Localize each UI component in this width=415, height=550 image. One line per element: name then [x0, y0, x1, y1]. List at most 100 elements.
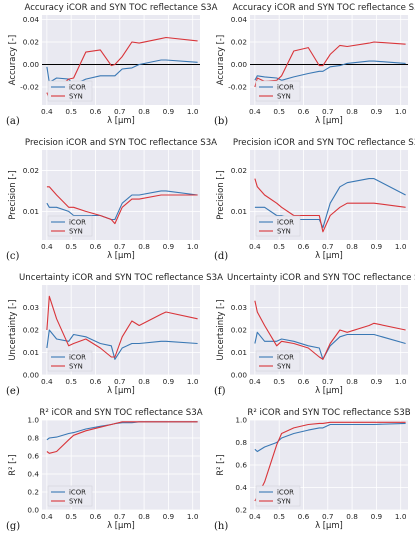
- panel-letter: (g): [6, 521, 20, 532]
- y-tick-label: 0.00: [231, 60, 248, 69]
- x-tick-label: 0.5: [273, 242, 285, 251]
- chart-title: R² iCOR and SYN TOC reflectance S3A: [39, 408, 202, 418]
- x-tick-label: 1.0: [395, 512, 407, 521]
- series-line-icor: [254, 422, 406, 453]
- y-tick-label: -0.02: [228, 83, 247, 92]
- y-axis-label: Accuracy [-]: [215, 35, 225, 85]
- x-axis-label: λ [µm]: [107, 250, 135, 260]
- panel: 0.4 0.5 0.6 0.7 0.8 0.9 1.00.00.20.40.60.81.0R…: [6, 408, 203, 532]
- chart-title: Uncertainty iCOR and SYN TOC reflectance…: [19, 273, 223, 283]
- y-tick-label: 0.02: [231, 38, 247, 47]
- y-tick-label: 0.2: [235, 506, 247, 515]
- x-tick-label: 0.4: [41, 242, 53, 251]
- y-tick-label: 0.00: [23, 371, 40, 380]
- x-tick-label: 0.5: [65, 512, 77, 521]
- x-tick-label: 0.9: [163, 512, 175, 521]
- x-axis-label: λ [µm]: [315, 115, 343, 125]
- series-line-syn: [254, 178, 406, 233]
- x-tick-label: 0.8: [346, 242, 358, 251]
- x-tick-label: 1.0: [187, 512, 199, 521]
- y-axis-label: Precision [-]: [7, 170, 17, 220]
- y-tick-label: 0.01: [23, 207, 39, 216]
- series-line-icor: [254, 331, 406, 360]
- y-axis-label: Accuracy [-]: [7, 35, 17, 85]
- series-line-syn: [46, 295, 198, 358]
- y-tick-label: 0.00: [231, 371, 248, 380]
- series-line-icor: [46, 329, 198, 360]
- panel: 0.4 0.5 0.6 0.7 0.8 0.9 1.0 0.00 0.01 0.02 0.03 Unc…: [214, 273, 415, 397]
- legend-label-syn: SYN: [277, 498, 291, 506]
- panel-letter: (a): [6, 116, 20, 127]
- legend-label-icor: iCOR: [277, 354, 294, 362]
- x-tick-label: 1.0: [187, 242, 199, 251]
- panel-letter: (b): [214, 116, 228, 127]
- y-tick-label: 0.03: [231, 303, 248, 312]
- x-tick-label: 1.0: [395, 107, 407, 116]
- x-tick-label: 0.8: [346, 107, 358, 116]
- legend-label-syn: SYN: [277, 228, 291, 236]
- panel-letter: (h): [214, 521, 228, 532]
- chart-title: Precision iCOR and SYN TOC reflectance S…: [25, 138, 217, 148]
- x-tick-label: 1.0: [187, 377, 199, 386]
- x-tick-label: 0.8: [138, 107, 150, 116]
- y-axis-label: R² [-]: [7, 454, 17, 475]
- x-tick-label: 0.7: [114, 107, 126, 116]
- series-line-syn: [254, 300, 406, 360]
- chart-title: R² iCOR and SYN TOC reflectance S3B: [247, 408, 410, 418]
- chart-title: Precision iCOR and SYN TOC reflectance S…: [233, 138, 415, 148]
- y-tick-label: 0.02: [23, 38, 39, 47]
- chart-title: Accuracy iCOR and SYN TOC reflectance S3…: [24, 3, 217, 13]
- y-tick-label: 1.0: [27, 416, 39, 425]
- panel: 0.4 0.5 0.6 0.7 0.8 0.9 1.0 -0.02 0.00 0.02 0.04 Ac…: [6, 3, 218, 127]
- y-tick-label: 0.01: [23, 348, 39, 357]
- y-tick-label: 0.2: [27, 488, 39, 497]
- y-tick-label: 0.04: [231, 15, 248, 24]
- x-tick-label: 0.9: [371, 242, 383, 251]
- panel-letter: (e): [6, 386, 20, 397]
- legend-label-syn: SYN: [69, 363, 83, 371]
- panel: 0.4 0.5 0.6 0.7 0.8 0.9 1.0 0.00 0.01 0.02 0.03 Unc…: [6, 273, 223, 397]
- legend-label-icor: iCOR: [277, 489, 294, 497]
- series-line-icor: [254, 60, 406, 81]
- x-tick-label: 0.5: [65, 377, 77, 386]
- chart-title: Accuracy iCOR and SYN TOC reflectance S3…: [232, 3, 415, 13]
- series-line-icor: [46, 59, 198, 86]
- x-tick-label: 0.5: [273, 377, 285, 386]
- y-tick-label: 0.02: [23, 326, 39, 335]
- x-tick-label: 0.4: [249, 107, 261, 116]
- x-tick-label: 0.7: [322, 377, 334, 386]
- x-axis-label: λ [µm]: [315, 385, 343, 395]
- y-tick-label: -0.02: [20, 83, 39, 92]
- y-tick-label: 0.02: [231, 166, 247, 175]
- series-line-syn: [254, 421, 406, 502]
- x-tick-label: 0.8: [138, 512, 150, 521]
- x-tick-label: 0.5: [65, 107, 77, 116]
- x-tick-label: 0.4: [249, 512, 261, 521]
- y-axis-label: Precision [-]: [215, 170, 225, 220]
- x-tick-label: 0.7: [114, 377, 126, 386]
- x-axis-label: λ [µm]: [107, 115, 135, 125]
- x-tick-label: 0.4: [41, 512, 53, 521]
- legend-label-syn: SYN: [277, 93, 291, 101]
- y-tick-label: 0.4: [27, 470, 39, 479]
- panel-letter: (d): [214, 251, 228, 262]
- x-tick-label: 0.6: [90, 512, 102, 521]
- x-tick-label: 0.7: [114, 512, 126, 521]
- legend-label-icor: iCOR: [277, 84, 294, 92]
- y-tick-label: 0.0: [27, 506, 39, 515]
- y-tick-label: 0.04: [23, 15, 40, 24]
- x-tick-label: 0.4: [249, 242, 261, 251]
- y-axis-label: Uncertainty [-]: [7, 299, 17, 360]
- x-tick-label: 0.7: [322, 242, 334, 251]
- x-tick-label: 0.6: [90, 107, 102, 116]
- series-line-syn: [46, 186, 198, 225]
- x-tick-label: 1.0: [395, 377, 407, 386]
